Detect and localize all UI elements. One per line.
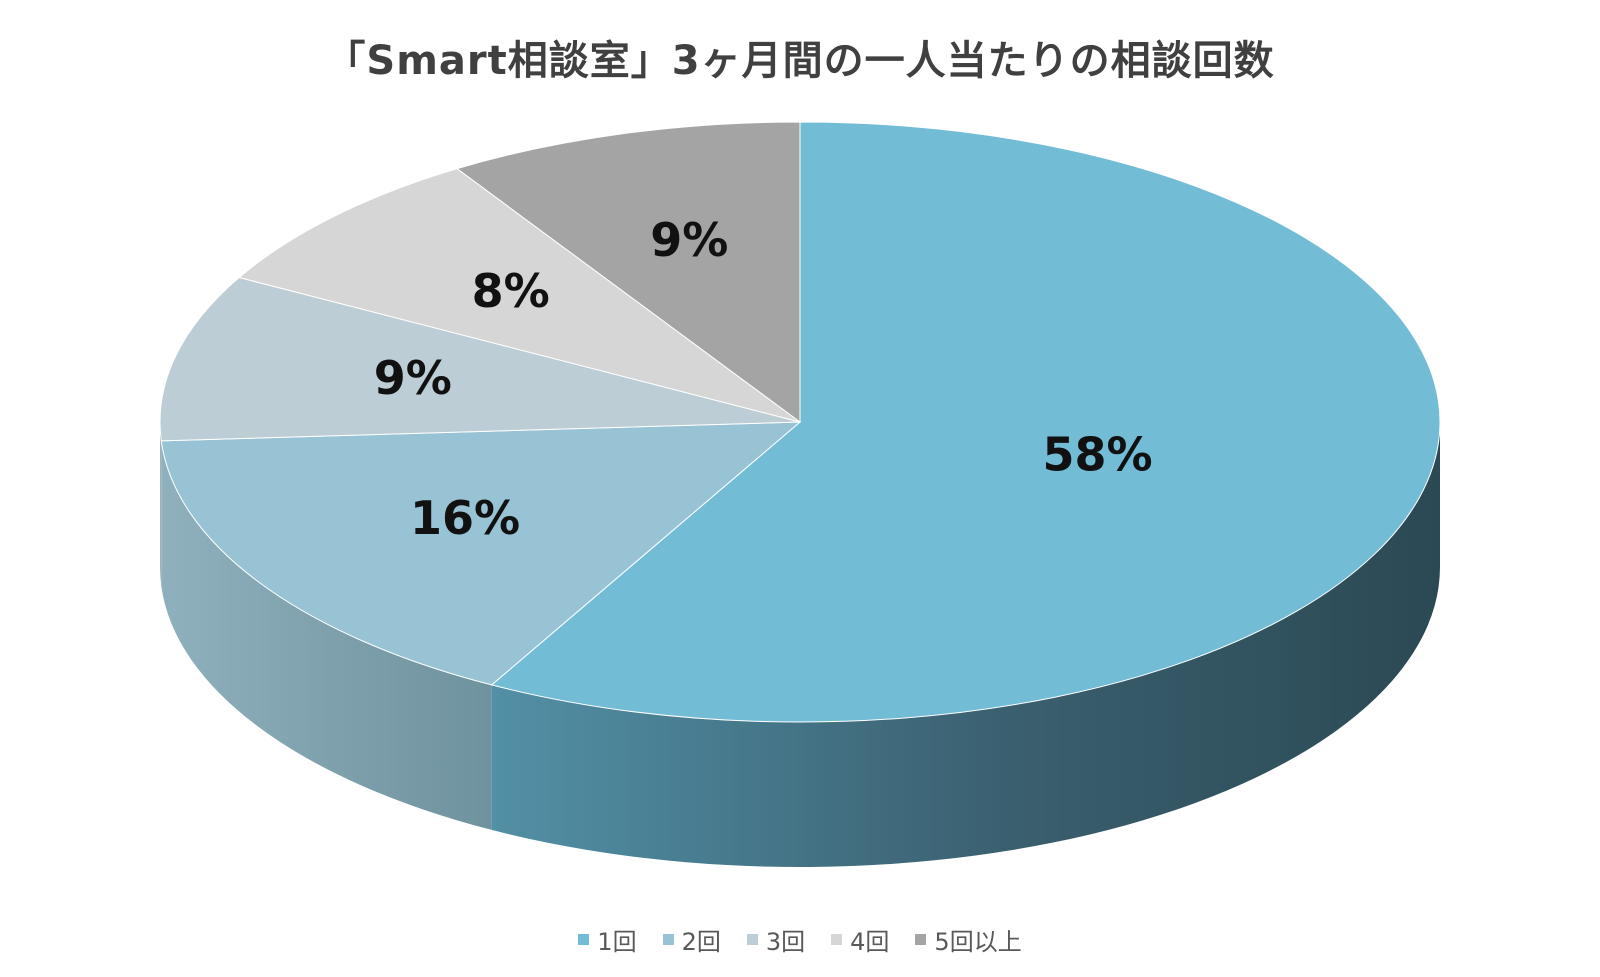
data-label-1回: 58% [1042, 427, 1152, 481]
legend-item-4回: 4回 [831, 922, 889, 957]
legend-swatch [915, 934, 927, 945]
data-label-5回以上: 9% [650, 213, 728, 267]
legend-swatch [831, 934, 843, 945]
pie-slice-5回以上 [455, 121, 801, 423]
data-label-4回: 8% [472, 264, 550, 318]
pie-side-3回 [160, 422, 162, 586]
legend-swatch [578, 934, 590, 945]
pie-slice-1回 [490, 121, 1441, 723]
pie-slice-2回 [160, 421, 802, 686]
legend-item-2回: 2回 [662, 922, 721, 957]
legend-item-3回: 3回 [746, 922, 806, 957]
pie-slice-4回 [238, 168, 801, 423]
pie-data-labels: 58% 16% 9% 8% 9% [374, 213, 1153, 545]
pie-side-2回 [161, 440, 492, 830]
chart-title: 「Smart相談室」3ヶ月間の一人当たりの相談回数 [325, 38, 1275, 84]
legend-label: 4回 [850, 928, 890, 956]
pie-sides [160, 422, 1441, 868]
legend-swatch [662, 934, 674, 945]
legend-item-5回以上: 5回以上 [915, 922, 1022, 957]
legend-label: 3回 [765, 928, 806, 956]
pie-side-1回 [491, 422, 1441, 868]
data-label-3回: 9% [374, 351, 452, 405]
legend: 1回 2回 3回 4回 5回以上 [0, 922, 1600, 957]
pie-slices [159, 121, 1441, 723]
legend-label: 2回 [681, 928, 721, 956]
data-label-2回: 16% [410, 491, 520, 545]
legend-item-1回: 1回 [578, 922, 637, 957]
legend-label: 5回以上 [934, 928, 1022, 956]
legend-swatch [746, 934, 758, 945]
pie-slice-3回 [159, 276, 801, 442]
legend-label: 1回 [597, 928, 637, 956]
